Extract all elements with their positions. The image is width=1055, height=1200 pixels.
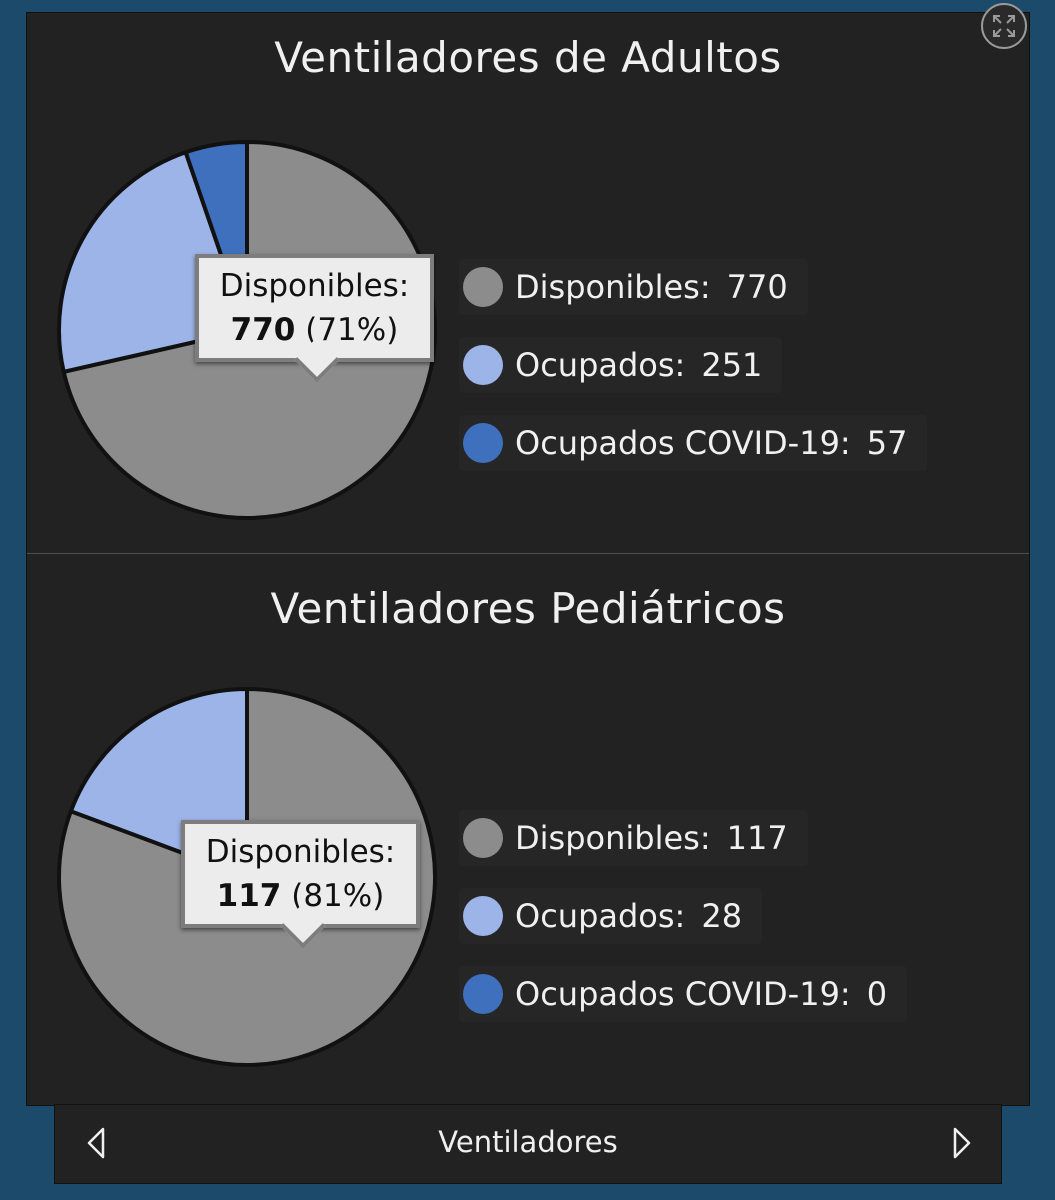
legend-marker — [463, 267, 503, 307]
footer-title: Ventiladores — [438, 1125, 618, 1159]
legend-label: Ocupados: — [515, 897, 686, 935]
chart-title: Ventiladores de Adultos — [274, 33, 782, 82]
legend-marker — [463, 896, 503, 936]
tooltip-label: Disponibles: — [205, 834, 396, 870]
legend-value: 57 — [866, 424, 908, 462]
pediatric-ventilators-chart: Ventiladores Pediátricos Disponibles: 11… — [27, 554, 1029, 1104]
legend-label: Disponibles: — [515, 819, 711, 857]
legend-marker — [463, 974, 503, 1014]
chart-tooltip: Disponibles: 117 (81%) — [181, 820, 420, 949]
chart-widget-panel: Ventiladores de Adultos Disponibles: 770… — [26, 3, 1030, 1106]
legend-label: Ocupados COVID-19: — [515, 424, 851, 462]
chart-title: Ventiladores Pediátricos — [270, 584, 786, 633]
legend-value: 28 — [701, 897, 743, 935]
chart-tooltip: Disponibles: 770 (71%) — [195, 254, 434, 383]
legend-item-ocupados-covid[interactable]: Ocupados COVID-19: 57 — [459, 404, 959, 482]
tooltip-value: 117 — [216, 878, 282, 914]
adult-ventilators-chart: Ventiladores de Adultos Disponibles: 770… — [27, 13, 1029, 553]
legend-label: Ocupados COVID-19: — [515, 975, 851, 1013]
legend-marker — [463, 423, 503, 463]
legend-value: 251 — [701, 346, 763, 384]
legend-label: Disponibles: — [515, 268, 711, 306]
chart-legend: Disponibles: 770 Ocupados: 251 Ocupados … — [459, 248, 959, 482]
legend-value: 0 — [866, 975, 888, 1013]
legend-item-ocupados[interactable]: Ocupados: 28 — [459, 877, 959, 955]
triangle-right-icon[interactable] — [947, 1125, 977, 1161]
legend-item-disponibles[interactable]: Disponibles: 117 — [459, 799, 959, 877]
expand-icon[interactable] — [981, 3, 1027, 49]
legend-label: Ocupados: — [515, 346, 686, 384]
legend-marker — [463, 345, 503, 385]
legend-item-disponibles[interactable]: Disponibles: 770 — [459, 248, 959, 326]
widget-footer: Ventiladores — [54, 1104, 1002, 1184]
legend-item-ocupados-covid[interactable]: Ocupados COVID-19: 0 — [459, 955, 959, 1033]
legend-value: 770 — [726, 268, 788, 306]
legend-marker — [463, 818, 503, 858]
triangle-left-icon[interactable] — [81, 1125, 111, 1161]
tooltip-value: 770 — [230, 312, 296, 348]
tooltip-label: Disponibles: — [219, 268, 410, 304]
legend-value: 117 — [726, 819, 788, 857]
legend-item-ocupados[interactable]: Ocupados: 251 — [459, 326, 959, 404]
section-divider — [27, 553, 1029, 554]
chart-legend: Disponibles: 117 Ocupados: 28 Ocupados C… — [459, 799, 959, 1033]
